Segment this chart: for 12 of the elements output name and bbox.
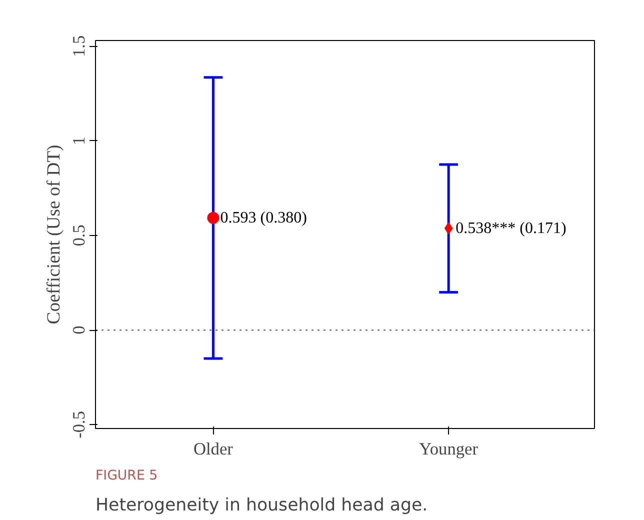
y-tick-label: 1 bbox=[70, 136, 88, 146]
x-tick-label: Older bbox=[193, 440, 234, 458]
text: FIGURE 5 bbox=[96, 468, 158, 484]
y-tick-label: 1.5 bbox=[70, 35, 88, 58]
y-tick-label: 0 bbox=[70, 326, 88, 334]
text: Heterogeneity in household head age. bbox=[96, 496, 428, 516]
data-label: 0.538*** (0.171) bbox=[456, 220, 566, 237]
data-label: 0.593 (0.380) bbox=[220, 209, 307, 226]
y-tick-label: -0.5 bbox=[70, 410, 88, 438]
y-tick-label: 0.5 bbox=[70, 224, 88, 246]
x-tick-label: Younger bbox=[419, 440, 478, 458]
y-axis-title: Coefficient (Use of DT) bbox=[44, 144, 64, 324]
